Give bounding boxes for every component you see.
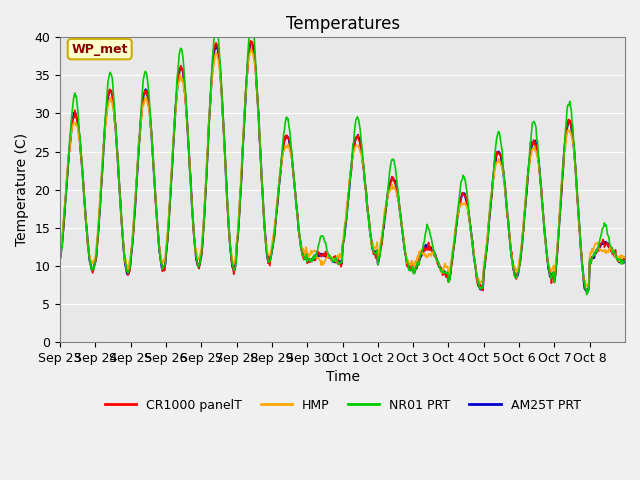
NR01 PRT <box>248 20 255 25</box>
Line: NR01 PRT: NR01 PRT <box>60 23 624 295</box>
CR1000 panelT <box>247 38 255 44</box>
CR1000 panelT <box>620 254 628 260</box>
HMP <box>276 165 284 170</box>
Y-axis label: Temperature (C): Temperature (C) <box>15 133 29 246</box>
AM25T PRT <box>255 115 262 120</box>
HMP <box>433 257 440 263</box>
HMP <box>248 47 255 52</box>
CR1000 panelT <box>433 257 440 263</box>
NR01 PRT <box>56 256 64 262</box>
CR1000 panelT <box>255 115 262 120</box>
NR01 PRT <box>255 117 262 123</box>
HMP <box>255 118 262 123</box>
AM25T PRT <box>433 256 440 262</box>
Line: CR1000 panelT: CR1000 panelT <box>60 41 624 292</box>
HMP <box>401 249 409 255</box>
AM25T PRT <box>620 256 628 262</box>
NR01 PRT <box>401 248 409 253</box>
Title: Temperatures: Temperatures <box>285 15 399 33</box>
NR01 PRT <box>276 171 284 177</box>
CR1000 panelT <box>56 256 64 262</box>
CR1000 panelT <box>583 289 591 295</box>
CR1000 panelT <box>122 267 130 273</box>
Line: HMP: HMP <box>60 49 624 286</box>
AM25T PRT <box>226 242 234 248</box>
NR01 PRT <box>583 292 591 298</box>
X-axis label: Time: Time <box>326 370 360 384</box>
HMP <box>584 283 592 289</box>
HMP <box>226 241 234 247</box>
AM25T PRT <box>247 39 255 45</box>
HMP <box>620 255 628 261</box>
AM25T PRT <box>401 250 409 255</box>
HMP <box>122 262 130 267</box>
AM25T PRT <box>56 255 64 261</box>
CR1000 panelT <box>226 241 234 247</box>
CR1000 panelT <box>401 250 409 255</box>
AM25T PRT <box>122 267 130 273</box>
NR01 PRT <box>433 257 440 263</box>
Line: AM25T PRT: AM25T PRT <box>60 42 624 292</box>
Text: WP_met: WP_met <box>72 43 128 56</box>
HMP <box>56 252 64 258</box>
NR01 PRT <box>620 258 628 264</box>
NR01 PRT <box>226 242 234 248</box>
AM25T PRT <box>276 174 284 180</box>
Legend: CR1000 panelT, HMP, NR01 PRT, AM25T PRT: CR1000 panelT, HMP, NR01 PRT, AM25T PRT <box>100 394 586 417</box>
AM25T PRT <box>584 289 591 295</box>
NR01 PRT <box>122 267 130 273</box>
CR1000 panelT <box>276 171 284 177</box>
